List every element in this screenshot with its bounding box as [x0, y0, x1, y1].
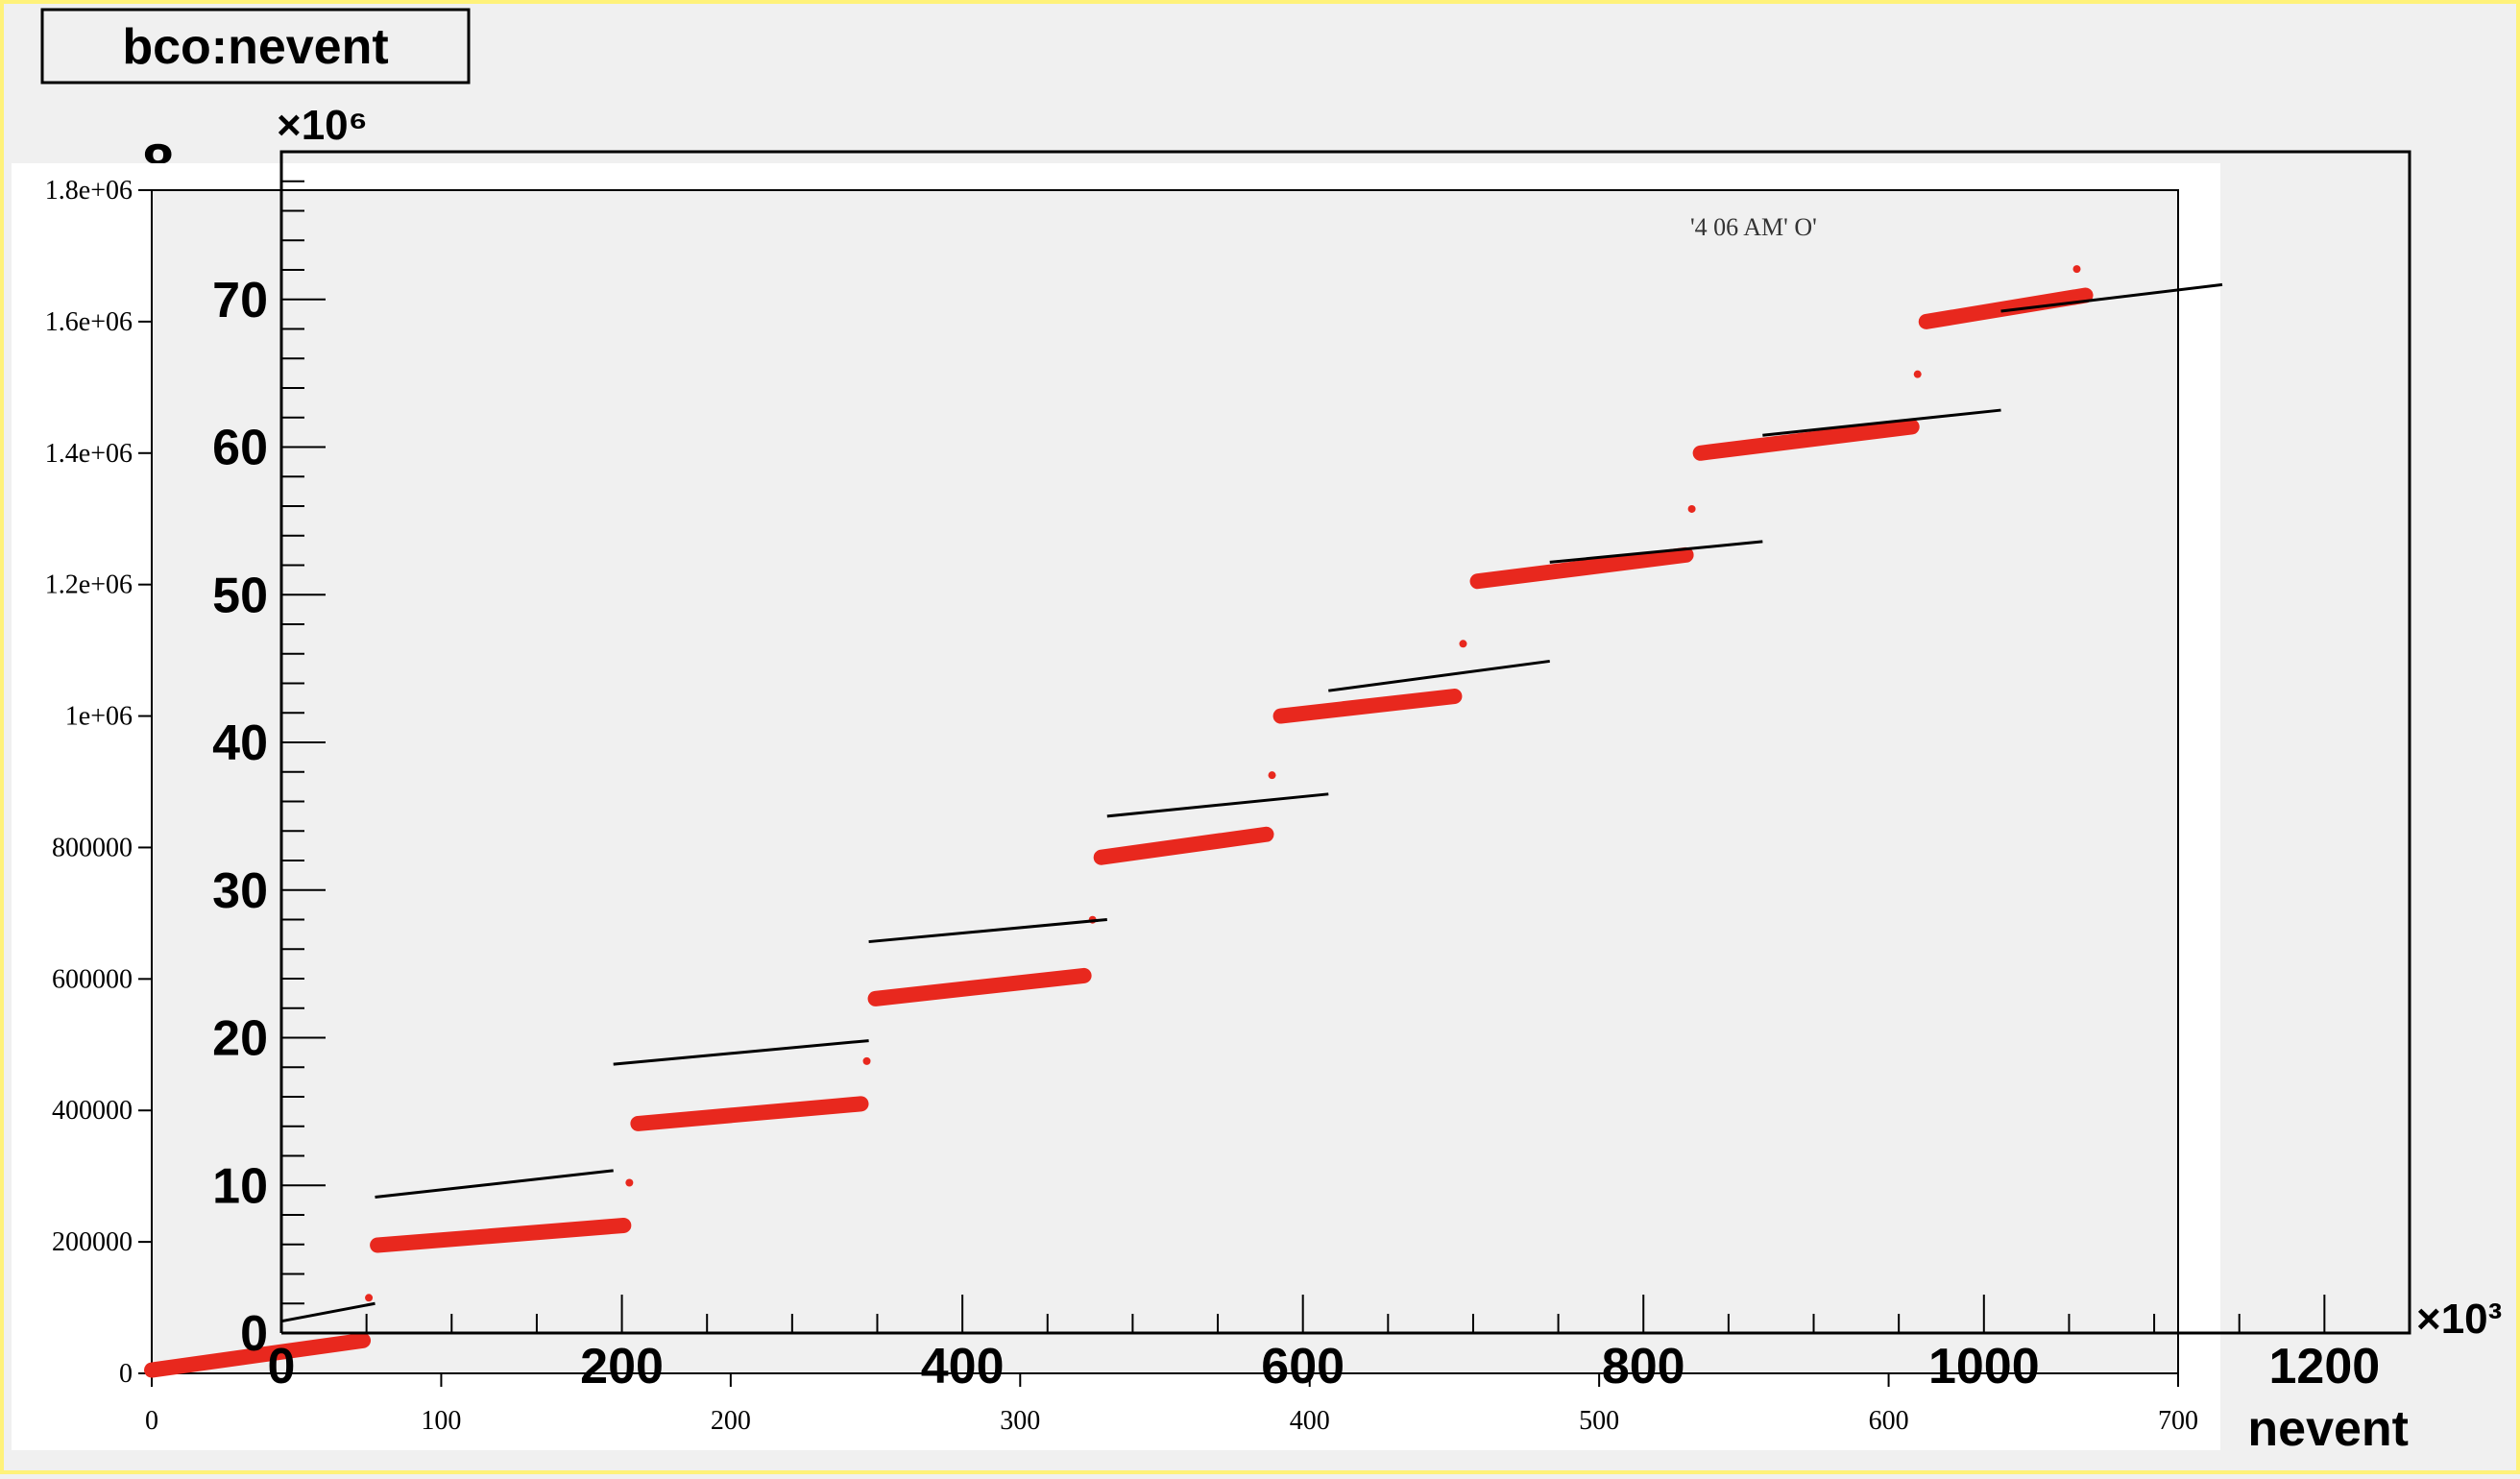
front-x-tick-label: 400 [1290, 1406, 1330, 1436]
front-x-tick-label: 600 [1869, 1406, 1909, 1436]
title-box [40, 8, 471, 85]
back-y-tick-label: 70 [212, 273, 268, 328]
black-series-segment [868, 918, 1107, 944]
x-axis-label: nevent [2247, 1401, 2409, 1457]
chart-title: bco:nevent [122, 19, 388, 75]
front-x-tick-label: 700 [2158, 1406, 2198, 1436]
red-series-point [862, 1056, 871, 1065]
back-y-tick-label: 60 [212, 421, 268, 476]
red-series-point [1459, 640, 1467, 648]
front-y-tick-label: 400000 [52, 1096, 133, 1126]
front-x-tick-label: 200 [711, 1406, 751, 1436]
red-series-segment [1093, 826, 1274, 865]
front-y-tick-label: 1.2e+06 [45, 570, 133, 600]
front-y-tick-label: 200000 [52, 1227, 133, 1257]
front-y-tick-label: 1.8e+06 [45, 176, 133, 206]
front-y-tick-label: 0 [119, 1359, 133, 1389]
back-x-tick-label: 0 [268, 1339, 296, 1394]
x-multiplier: ×10³ [2416, 1296, 2502, 1343]
red-series-point [365, 1294, 374, 1302]
back-y-tick-label: 40 [212, 715, 268, 771]
front-y-tick-label: 800000 [52, 833, 133, 862]
black-series-segment [375, 1169, 614, 1200]
black-series-segment [1328, 659, 1550, 692]
red-series-segment [1272, 689, 1463, 724]
back-y-tick-label: 20 [212, 1011, 268, 1067]
red-series-point [625, 1178, 634, 1187]
red-series-segment [630, 1096, 869, 1131]
black-series-segment [1549, 540, 1763, 564]
front-x-tick-label: 100 [421, 1406, 461, 1436]
red-series-segment [144, 1332, 372, 1378]
red-series-point [1913, 370, 1922, 378]
front-x-tick-label: 500 [1579, 1406, 1619, 1436]
back-x-tick-label: 400 [921, 1339, 1005, 1394]
black-series-segment [2000, 282, 2223, 313]
red-series-point [1268, 771, 1276, 780]
back-x-tick-label: 1000 [1928, 1339, 2040, 1394]
back-x-tick-label: 200 [580, 1339, 664, 1394]
back-x-tick-label: 800 [1602, 1339, 1685, 1394]
red-series-segment [1469, 546, 1694, 590]
back-y-tick-label: 0 [240, 1306, 268, 1362]
black-series-segment [1106, 792, 1329, 818]
back-y-tick-label: 30 [212, 863, 268, 919]
black-series-segment [1762, 408, 2001, 437]
front-annotation: '4 06 AM' O' [1690, 213, 1817, 241]
front-y-tick-label: 1.6e+06 [45, 307, 133, 337]
front-plot-frame [151, 189, 2179, 1374]
red-series-segment [370, 1218, 632, 1253]
front-y-tick-label: 600000 [52, 964, 133, 994]
front-x-tick-label: 300 [1000, 1406, 1040, 1436]
front-y-tick-label: 1.4e+06 [45, 439, 133, 469]
back-y-tick-label: 50 [212, 568, 268, 623]
black-series-segment [613, 1039, 869, 1066]
black-series-segment [280, 1301, 376, 1323]
red-series-point [1687, 504, 1696, 513]
red-series-segment [1918, 287, 2094, 329]
back-y-tick-label: 10 [212, 1158, 268, 1214]
red-series-segment [1692, 419, 1920, 461]
front-y-tick-label: 1e+06 [65, 702, 133, 732]
front-plot-layer: 02000004000006000008000001e+061.2e+061.4… [45, 176, 2198, 1436]
front-x-tick-label: 0 [145, 1406, 158, 1436]
back-x-tick-label: 600 [1261, 1339, 1345, 1394]
back-x-tick-label: 1200 [2269, 1339, 2381, 1394]
y-multiplier: ×10⁶ [277, 102, 368, 149]
back-plot-overlay: 0 10 20 30 40 50 60 70 0 200 400 600 800 1000 1200 [212, 151, 2411, 1394]
red-series-segment [867, 967, 1092, 1006]
red-series-point [2072, 265, 2081, 274]
